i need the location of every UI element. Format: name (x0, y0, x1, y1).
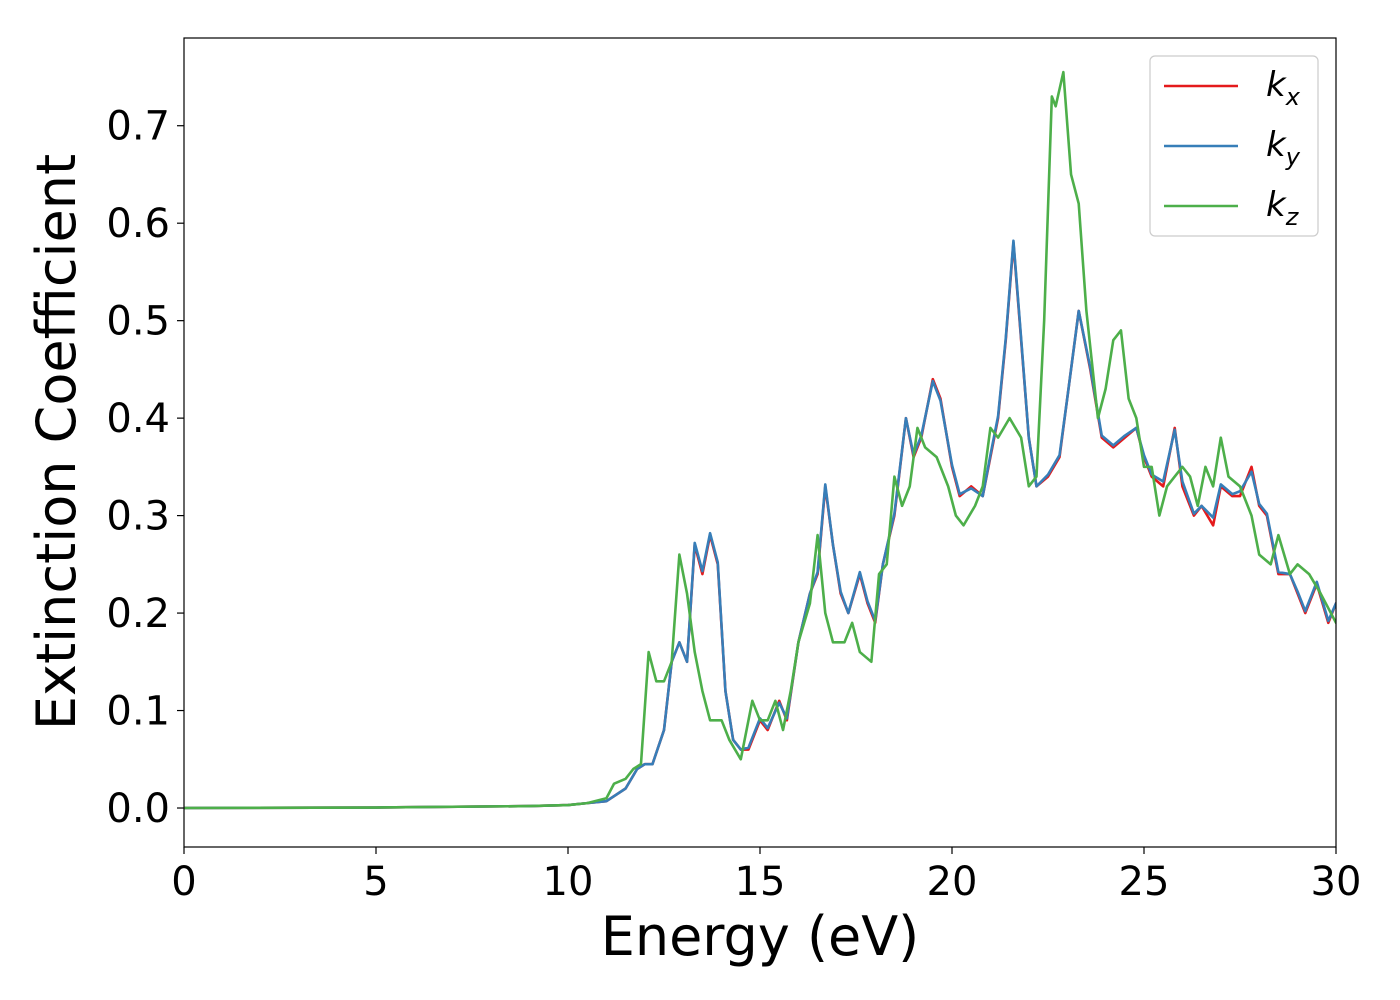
y-tick-label: 0.3 (106, 494, 170, 540)
legend: kx ky kz (1149, 55, 1319, 237)
legend-label-kz: kz (1266, 185, 1300, 231)
x-tick-label: 10 (543, 859, 594, 905)
plot-area (184, 38, 1336, 847)
series-line-kz (184, 70, 1336, 810)
x-tick-label: 15 (735, 859, 786, 905)
legend-label-ky: ky (1266, 125, 1301, 171)
y-axis: 0.0 0.1 0.2 0.3 0.4 0.5 0.6 0.7 (106, 104, 184, 832)
x-tick-label: 5 (363, 859, 388, 905)
x-tick-label: 25 (1119, 859, 1170, 905)
x-axis: 0 5 10 15 20 25 30 (171, 847, 1361, 905)
y-tick-label: 0.5 (106, 299, 170, 345)
series-layer (184, 70, 1336, 810)
y-tick-label: 0.1 (106, 689, 170, 735)
y-tick-label: 0.7 (106, 104, 170, 150)
y-tick-label: 0.4 (106, 396, 170, 442)
y-tick-label: 0.2 (106, 591, 170, 637)
x-tick-label: 30 (1311, 859, 1362, 905)
y-axis-title: Extinction Coefficient (25, 154, 88, 730)
y-tick-label: 0.0 (106, 786, 170, 832)
x-tick-label: 0 (171, 859, 196, 905)
series-line-ky (184, 239, 1336, 810)
y-tick-label: 0.6 (106, 201, 170, 247)
legend-label-kx: kx (1266, 65, 1301, 111)
x-tick-label: 20 (927, 859, 978, 905)
x-axis-title: Energy (eV) (601, 905, 920, 968)
